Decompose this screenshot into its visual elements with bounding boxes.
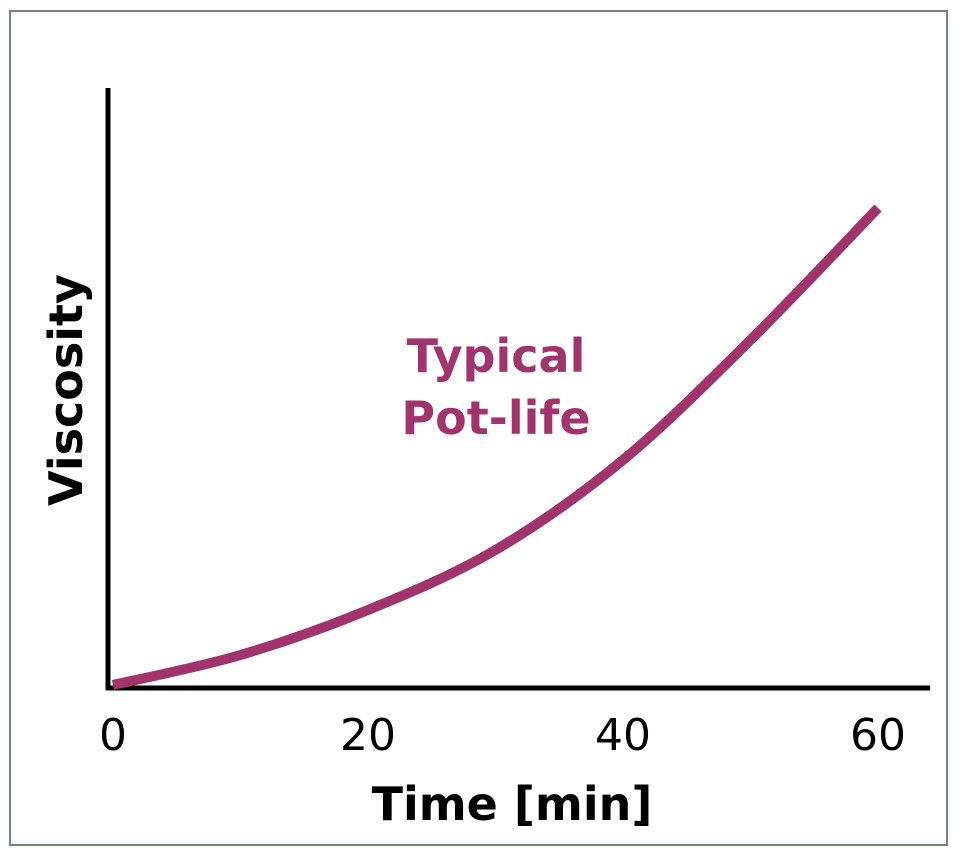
annotation-line-1: Typical bbox=[407, 329, 586, 383]
y-axis-label: Viscosity bbox=[39, 274, 93, 506]
chart-frame bbox=[9, 10, 948, 846]
x-tick-label: 20 bbox=[340, 710, 396, 761]
annotation-line-2: Pot-life bbox=[401, 391, 590, 445]
x-axis-label: Time [min] bbox=[372, 777, 653, 831]
x-tick-label: 40 bbox=[595, 710, 651, 761]
series-line-typical-pot-life bbox=[111, 204, 882, 690]
x-tick-label: 60 bbox=[850, 710, 906, 761]
x-tick-label: 0 bbox=[99, 710, 127, 761]
